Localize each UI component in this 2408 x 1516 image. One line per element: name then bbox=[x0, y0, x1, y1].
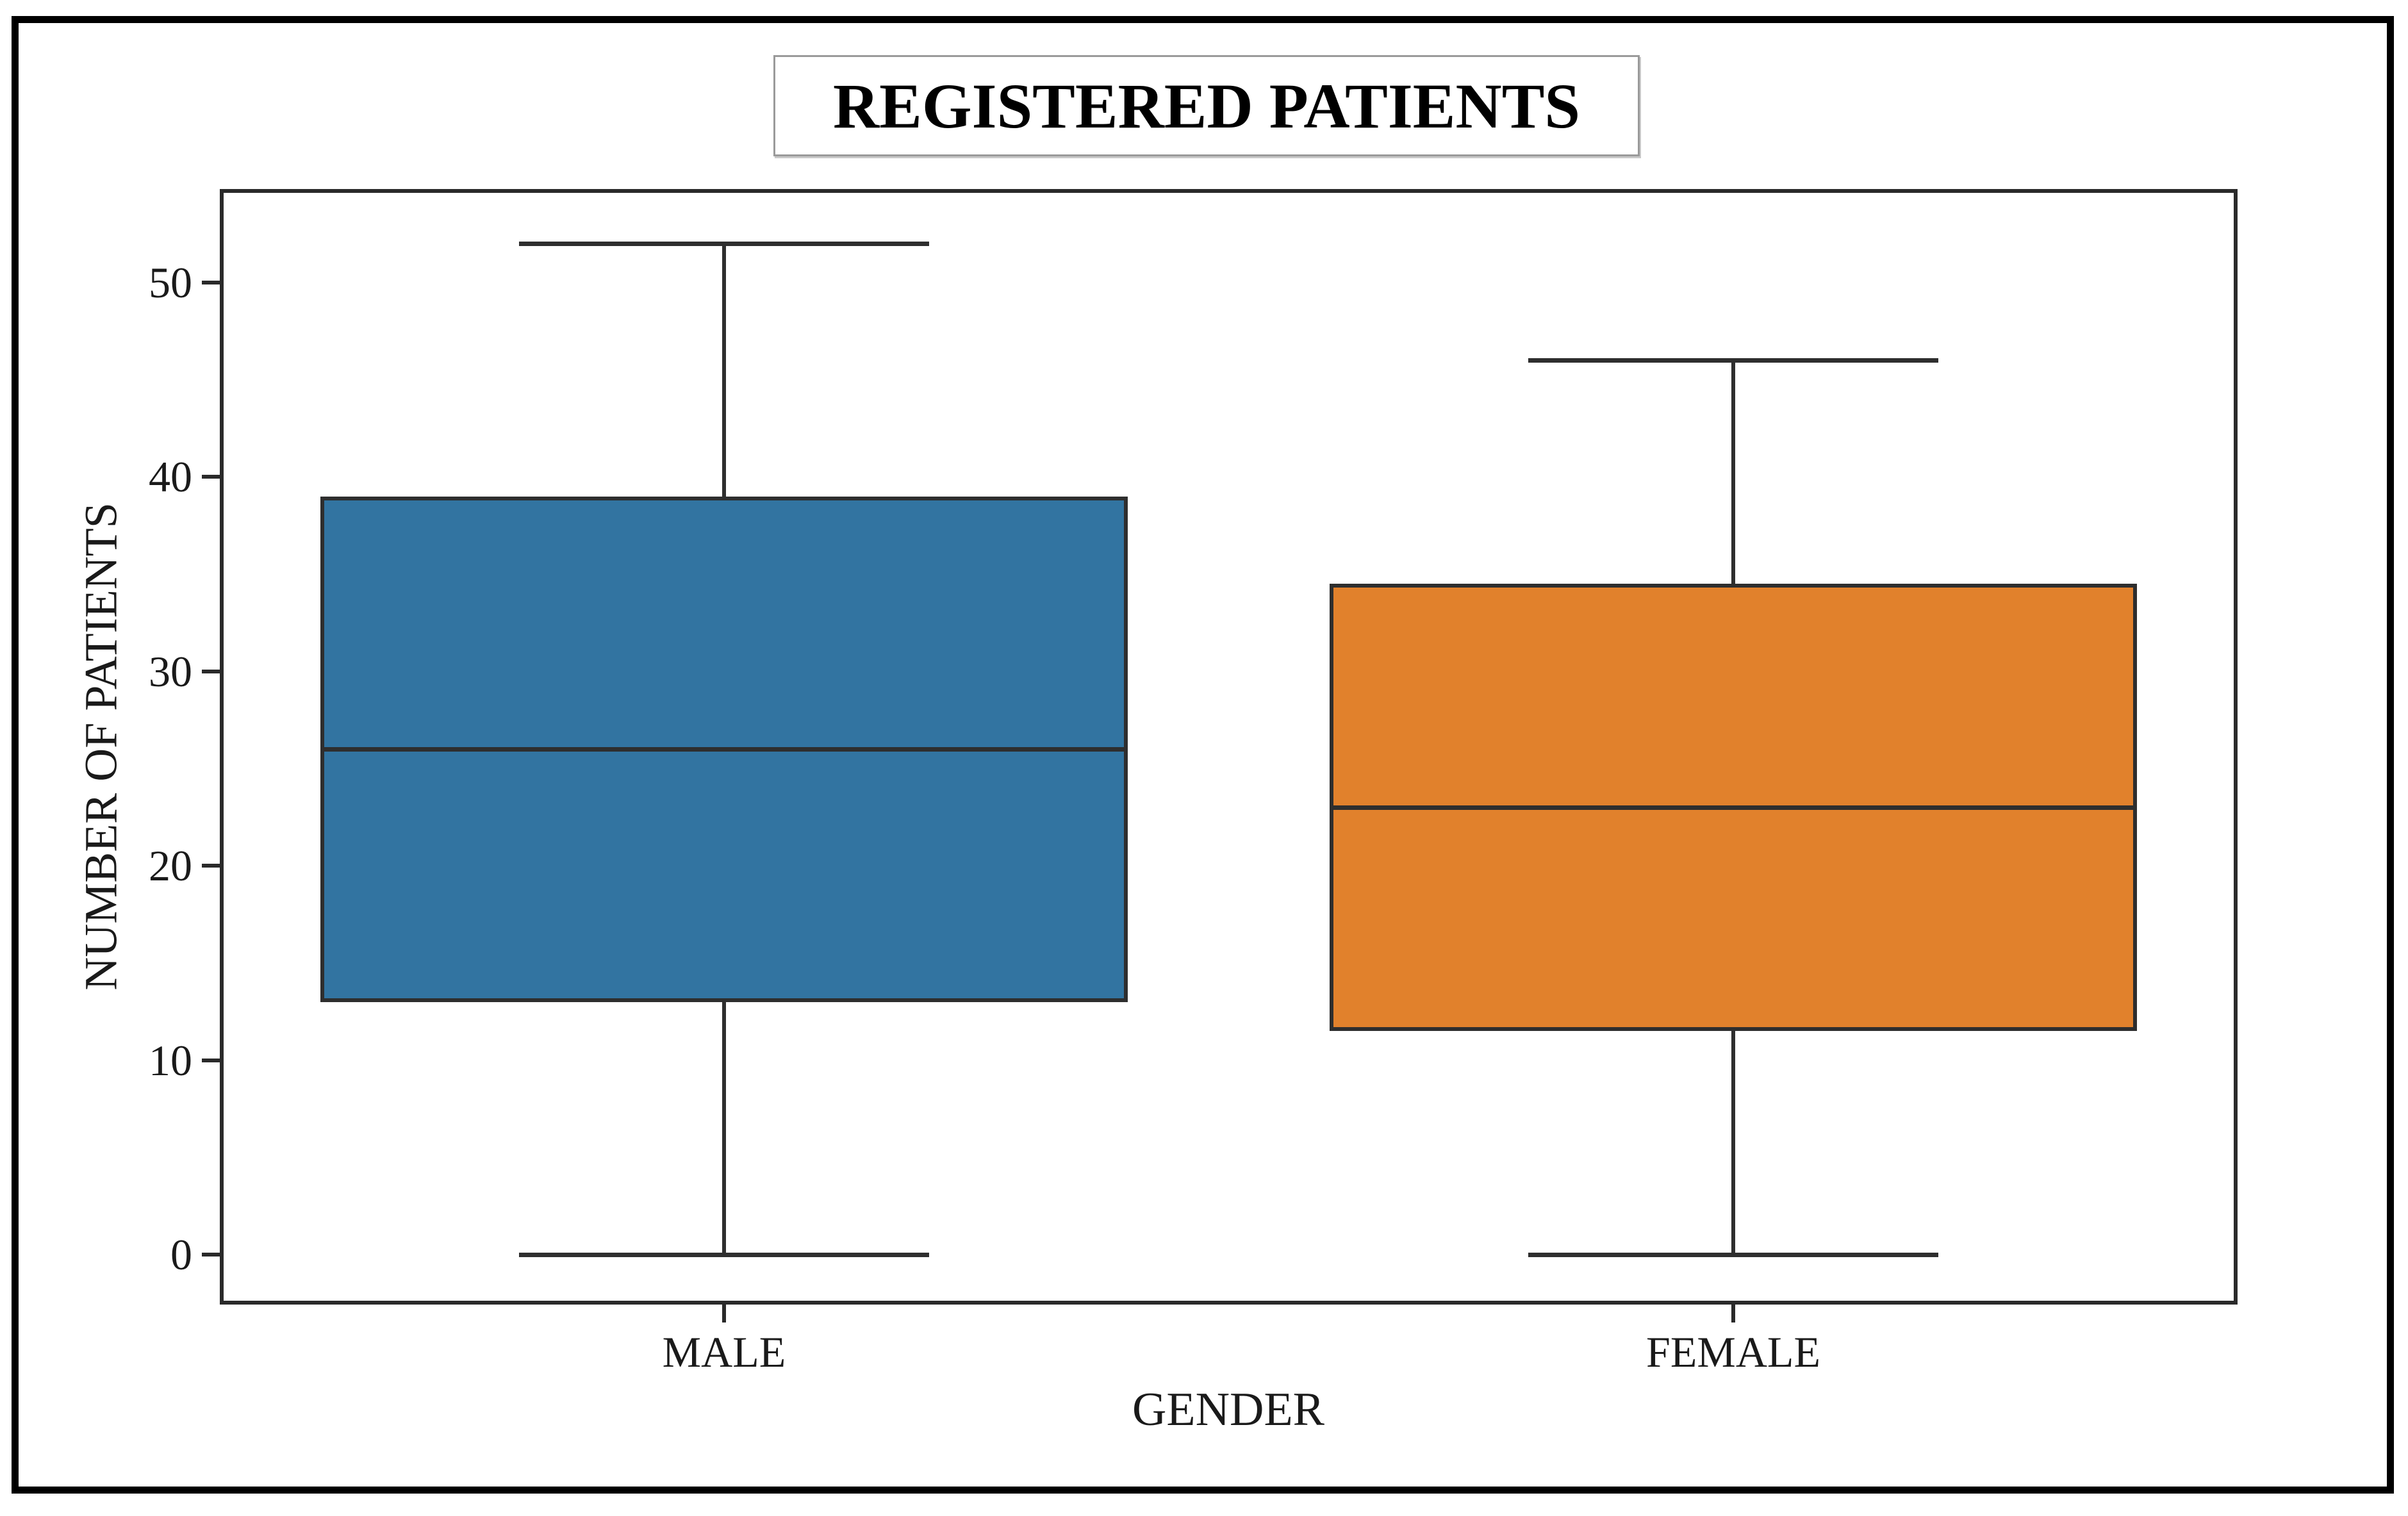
y-tick-label: 0 bbox=[170, 1230, 192, 1279]
y-tick-mark bbox=[202, 1058, 220, 1062]
whisker-cap-max-male bbox=[519, 242, 929, 247]
whisker-upper-female bbox=[1731, 360, 1735, 584]
whisker-cap-min-female bbox=[1528, 1253, 1938, 1257]
y-tick-mark bbox=[202, 669, 220, 673]
y-tick-mark bbox=[202, 475, 220, 479]
category-label-female: FEMALE bbox=[1646, 1328, 1820, 1376]
y-tick-mark bbox=[202, 864, 220, 868]
median-line-male bbox=[320, 747, 1128, 752]
chart-title: REGISTERED PATIENTS bbox=[832, 70, 1581, 142]
y-tick-label: 30 bbox=[149, 647, 192, 696]
whisker-lower-male bbox=[722, 1001, 726, 1255]
y-tick-label: 40 bbox=[149, 452, 192, 502]
figure-border bbox=[12, 16, 2394, 1494]
category-label-male: MALE bbox=[662, 1328, 786, 1376]
y-tick-mark bbox=[202, 1253, 220, 1256]
chart-title-box: REGISTERED PATIENTS bbox=[773, 55, 1640, 156]
whisker-cap-min-male bbox=[519, 1253, 929, 1257]
x-tick-mark bbox=[722, 1305, 726, 1322]
y-axis-label: NUMBER OF PATIENTS bbox=[75, 502, 127, 991]
whisker-cap-max-female bbox=[1528, 358, 1938, 363]
whisker-lower-female bbox=[1731, 1031, 1735, 1255]
y-tick-label: 10 bbox=[149, 1035, 192, 1085]
y-tick-label: 20 bbox=[149, 841, 192, 891]
x-tick-mark bbox=[1731, 1305, 1735, 1322]
x-axis-label: GENDER bbox=[1132, 1383, 1325, 1436]
whisker-upper-male bbox=[722, 243, 726, 497]
median-line-female bbox=[1330, 805, 2137, 811]
plot-area bbox=[220, 189, 2238, 1305]
y-tick-mark bbox=[202, 281, 220, 284]
y-tick-label: 50 bbox=[149, 258, 192, 307]
